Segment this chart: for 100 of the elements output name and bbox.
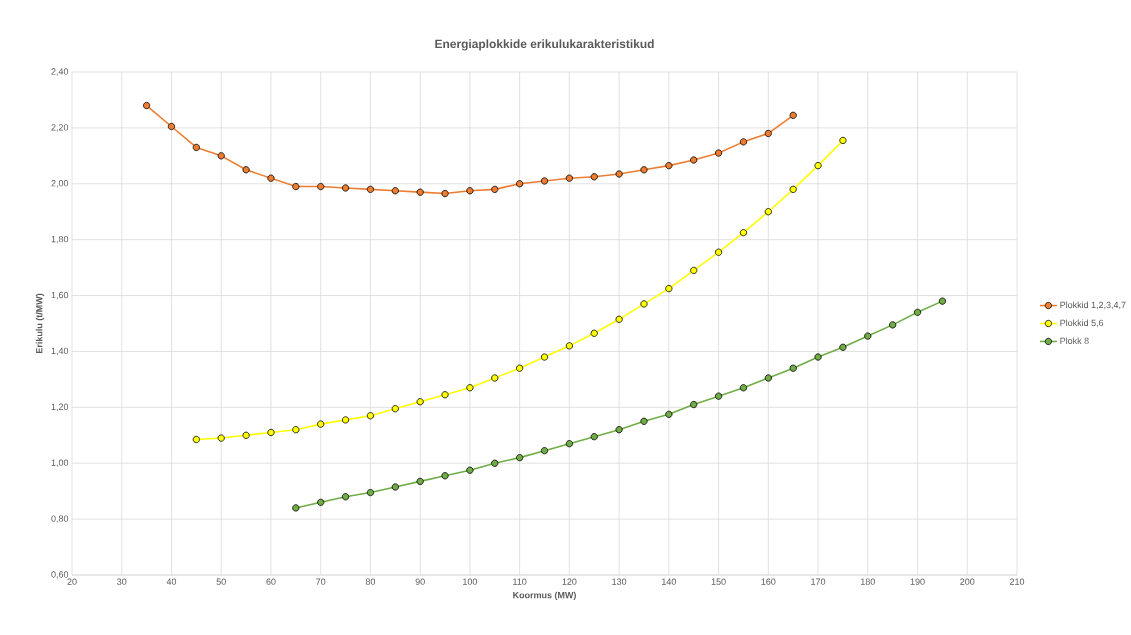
point [590,433,598,441]
point [242,431,250,439]
x-tick-label: 150 [711,578,726,585]
x-tick-label: 50 [216,578,226,585]
point [715,248,723,256]
point [764,374,772,382]
point [640,300,648,308]
x-tick-label: 140 [662,578,676,585]
point [913,308,922,316]
x-tick-label: 100 [463,578,478,585]
x-tick-label: 20 [67,578,77,585]
legend-label: Plokkid 5,6 [1060,319,1104,328]
point [715,392,723,400]
point [739,384,748,392]
point [615,315,623,323]
point [441,391,449,399]
point [441,189,449,198]
point [789,364,797,372]
point [789,185,797,193]
point [565,174,573,182]
point [292,504,300,512]
x-tick-label: 110 [513,578,527,585]
point [690,400,698,409]
y-tick-label: 0,80 [51,515,69,523]
x-tick-label: 130 [612,578,627,585]
point [516,364,524,372]
x-tick-label: 80 [365,578,376,585]
chart-title: Energiaplokkide erikulukarakteristikud [435,39,654,51]
y-tick-label: 2,40 [51,68,69,76]
point [516,180,524,188]
point [317,420,325,428]
x-tick-label: 180 [861,578,875,585]
point [665,410,673,418]
point [491,459,499,467]
x-tick-label: 30 [117,578,127,585]
point [814,353,822,361]
point [192,143,200,152]
x-tick-label: 90 [415,578,425,585]
point [167,122,176,131]
point [540,353,549,361]
y-tick-label: 0,60 [51,571,69,579]
point [416,477,424,485]
x-tick-label: 60 [266,578,276,585]
point [715,149,723,157]
point [590,173,598,181]
point [466,187,474,195]
x-tick-label: 200 [960,578,975,585]
point [292,182,300,191]
y-tick-label: 1,00 [51,459,69,467]
y-tick-label: 2,20 [51,124,69,132]
point [615,426,623,434]
point [839,136,847,145]
point [292,426,300,434]
y-axis-title: Erikulu (t/MW) [35,293,45,354]
point [391,187,399,195]
point [839,343,847,351]
point [615,170,623,178]
point [341,184,350,192]
point [739,229,748,237]
point [690,266,698,274]
point [590,329,598,337]
point [317,498,325,506]
point [416,188,424,196]
point [366,412,375,420]
point [267,428,275,437]
point [267,174,275,182]
y-tick-label: 1,20 [51,403,69,412]
y-tick-label: 1,40 [51,347,69,356]
point [864,332,872,340]
point [341,416,350,424]
y-tick-label: 2,00 [51,180,69,188]
x-tick-label: 210 [1009,578,1025,585]
x-tick-label: 40 [166,578,177,585]
point [391,483,399,491]
point [366,488,375,497]
point [814,162,822,170]
point [217,434,225,442]
point [466,384,474,392]
point [217,152,225,160]
x-tick-label: 190 [910,578,925,585]
point [540,447,549,455]
point [565,440,573,448]
point [516,454,524,462]
point [441,472,449,480]
point [391,405,399,413]
point [143,101,151,110]
point [366,185,375,193]
point [789,111,797,119]
point [640,166,648,174]
point [242,166,250,174]
point [764,129,772,138]
point [690,156,698,164]
point [466,466,474,474]
legend-label: Plokk 8 [1060,337,1089,345]
x-tick-label: 70 [316,578,326,585]
x-tick-label: 170 [811,578,826,585]
point [938,297,946,305]
point [491,185,499,193]
point [540,177,549,185]
point [565,342,573,350]
